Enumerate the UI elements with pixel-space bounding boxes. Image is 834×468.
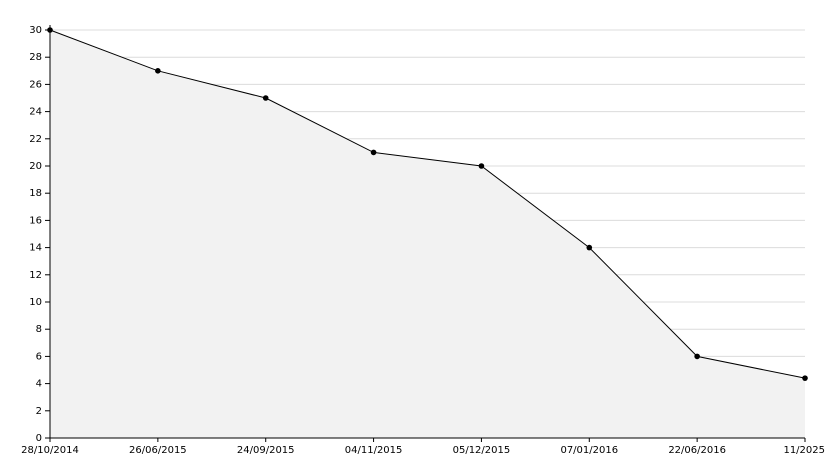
y-tick-label: 10 xyxy=(29,297,42,308)
marker xyxy=(155,68,161,74)
marker xyxy=(586,244,593,251)
marker xyxy=(262,95,269,101)
y-tick-label: 2 xyxy=(36,406,42,417)
x-tick-label: 11/2025 xyxy=(783,445,825,456)
x-tick-label: 05/12/2015 xyxy=(453,445,511,456)
y-tick-label: 20 xyxy=(29,161,42,172)
y-tick-label: 14 xyxy=(29,243,42,254)
x-tick-label: 22/06/2016 xyxy=(668,445,726,456)
y-tick-label: 0 xyxy=(36,433,42,444)
marker xyxy=(694,353,700,360)
y-tick-label: 22 xyxy=(29,134,42,145)
y-tick-label: 24 xyxy=(29,107,42,118)
y-tick-label: 8 xyxy=(36,324,42,335)
y-tick-label: 4 xyxy=(36,379,42,390)
y-tick-label: 12 xyxy=(29,270,42,281)
x-tick-label: 26/06/2015 xyxy=(129,445,187,456)
area-fill xyxy=(50,30,805,438)
y-tick-label: 16 xyxy=(29,215,42,226)
y-tick-label: 28 xyxy=(29,52,42,63)
y-tick-label: 18 xyxy=(29,188,42,199)
marker xyxy=(802,375,808,381)
marker xyxy=(478,163,485,169)
x-tick-label: 24/09/2015 xyxy=(237,445,295,456)
marker xyxy=(370,149,377,156)
y-tick-label: 26 xyxy=(29,79,42,90)
line xyxy=(49,29,806,379)
y-tick-label: 30 xyxy=(29,25,42,36)
x-tick-label: 28/10/2014 xyxy=(21,445,79,456)
x-tick-label: 04/11/2015 xyxy=(345,445,403,456)
y-tick-label: 6 xyxy=(36,351,42,362)
x-tick-label: 07/01/2016 xyxy=(560,445,618,456)
